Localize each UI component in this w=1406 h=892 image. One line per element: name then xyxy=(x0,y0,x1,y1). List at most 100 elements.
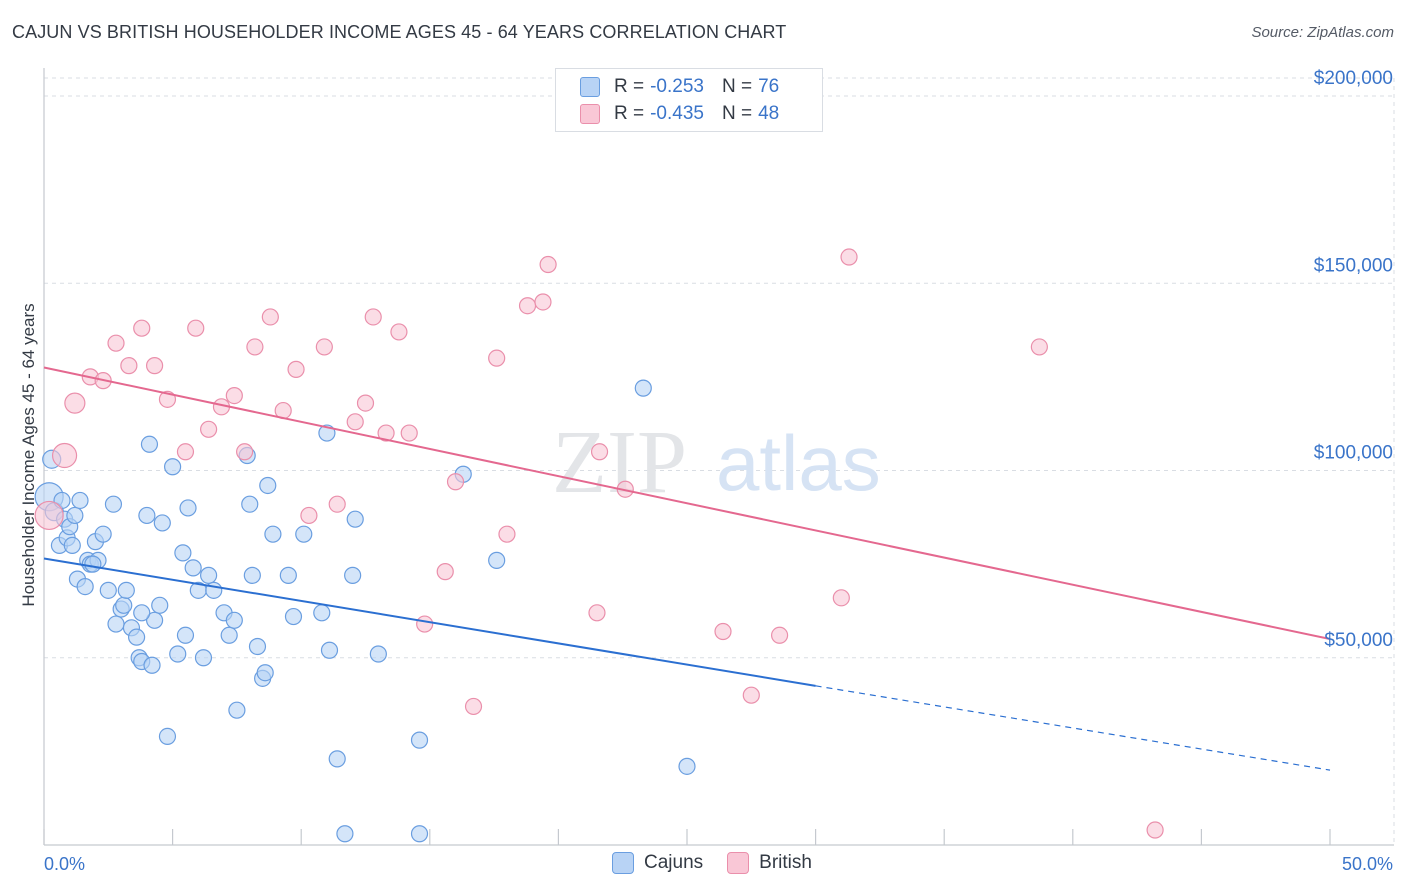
british-point xyxy=(64,392,86,414)
cajun-point xyxy=(200,566,218,584)
cajun-point xyxy=(634,379,652,397)
british-point xyxy=(416,615,434,633)
cajun-point xyxy=(488,551,506,569)
cajun-point xyxy=(313,604,331,622)
series-cajuns xyxy=(34,379,696,843)
legend-row-british: R = -0.435 N = 48 xyxy=(580,102,779,126)
british-point xyxy=(261,308,279,326)
british-point xyxy=(534,293,552,311)
cajun-point xyxy=(145,611,164,629)
trend-line-cajuns xyxy=(43,557,816,687)
chart-title: CAJUN VS BRITISH HOUSEHOLDER INCOME AGES… xyxy=(12,22,787,42)
y-axis-label: Householder Income Ages 45 - 64 years xyxy=(19,303,38,606)
legend-r-value-british: -0.435 xyxy=(650,103,704,124)
cajun-point xyxy=(133,604,151,622)
cajun-point xyxy=(99,581,117,599)
y-tick-label: $100,000 xyxy=(1314,443,1393,464)
british-point xyxy=(356,394,375,412)
legend-row-cajuns: R = -0.253 N = 76 xyxy=(580,75,779,99)
legend-swatch-cajuns xyxy=(580,77,600,97)
british-point xyxy=(390,323,408,341)
british-point xyxy=(832,589,850,607)
bottom-legend-item-british[interactable]: British xyxy=(727,852,812,874)
british-point xyxy=(840,248,858,266)
cajun-point xyxy=(71,491,89,510)
source-label: Source: ZipAtlas.com xyxy=(1251,24,1394,41)
cajun-point xyxy=(104,495,123,513)
cajun-point xyxy=(346,510,364,528)
cajun-point xyxy=(336,825,354,843)
bottom-legend-swatch-cajuns xyxy=(612,852,634,874)
british-point xyxy=(287,360,305,378)
cajun-point xyxy=(84,555,102,573)
bottom-legend-swatch-british xyxy=(727,852,750,874)
series-british xyxy=(34,248,1164,839)
cajun-point xyxy=(248,637,267,656)
legend-n-label: N = xyxy=(721,103,753,124)
cajun-point xyxy=(344,566,362,584)
british-point xyxy=(300,506,318,525)
legend-r-label: R = xyxy=(614,76,645,97)
x-tick-label: 0.0% xyxy=(44,854,85,874)
trend-line-british xyxy=(43,366,1331,641)
british-point xyxy=(590,443,609,461)
british-point xyxy=(107,334,125,352)
cajun-point xyxy=(143,656,161,674)
british-point xyxy=(200,420,218,438)
bottom-legend-item-cajuns[interactable]: Cajuns xyxy=(612,852,703,874)
british-point xyxy=(346,413,364,431)
cajun-point xyxy=(63,536,81,555)
watermark-atlas: atlas xyxy=(716,419,881,507)
cajun-point xyxy=(369,645,387,663)
legend-swatch-british xyxy=(580,104,600,124)
bottom-legend-label-british: British xyxy=(759,852,812,873)
y-tick-labels: $50,000 $100,000 $150,000 $200,000 xyxy=(1314,68,1393,651)
cajun-point xyxy=(228,701,246,719)
cajun-point xyxy=(259,476,277,495)
cajun-point xyxy=(194,649,213,667)
british-point xyxy=(328,495,346,513)
cajun-point xyxy=(410,825,429,843)
watermark-zip: ZIP xyxy=(552,413,687,512)
british-point xyxy=(225,387,243,405)
y-tick-label: $150,000 xyxy=(1314,255,1393,276)
cajun-point xyxy=(140,435,159,453)
british-point xyxy=(588,604,606,622)
cajun-point xyxy=(225,611,243,629)
y-tick-label: $50,000 xyxy=(1324,630,1393,651)
cajun-point xyxy=(279,566,297,584)
british-point xyxy=(1030,338,1048,356)
cajun-point xyxy=(169,645,187,663)
british-point xyxy=(498,525,516,543)
cajun-point xyxy=(220,626,238,644)
british-point xyxy=(120,357,138,375)
cajun-point xyxy=(115,596,133,614)
british-point xyxy=(133,319,151,337)
cajun-point xyxy=(179,499,197,517)
cajun-point xyxy=(66,506,84,525)
british-point xyxy=(539,255,557,274)
british-point xyxy=(176,443,195,461)
british-point xyxy=(377,424,395,442)
cajun-point xyxy=(184,559,202,577)
cajun-point xyxy=(76,577,94,596)
british-point xyxy=(518,297,537,315)
british-point xyxy=(364,308,382,326)
british-point xyxy=(1146,821,1164,839)
x-tick-labels: 0.0% 50.0% xyxy=(44,854,1393,874)
cajun-point xyxy=(678,757,696,775)
british-point xyxy=(187,319,205,337)
british-point xyxy=(770,626,789,644)
cajun-point xyxy=(127,628,146,646)
legend-n-value-british: 48 xyxy=(758,103,780,124)
cajun-point xyxy=(94,525,112,543)
british-point xyxy=(446,473,465,491)
cajun-point xyxy=(410,731,429,749)
bottom-legend: Cajuns British xyxy=(612,852,836,874)
british-point xyxy=(464,697,483,716)
british-point xyxy=(436,563,454,581)
cajun-point xyxy=(328,750,346,768)
cajun-point xyxy=(138,506,156,525)
legend-r-value-cajuns: -0.253 xyxy=(650,76,704,97)
